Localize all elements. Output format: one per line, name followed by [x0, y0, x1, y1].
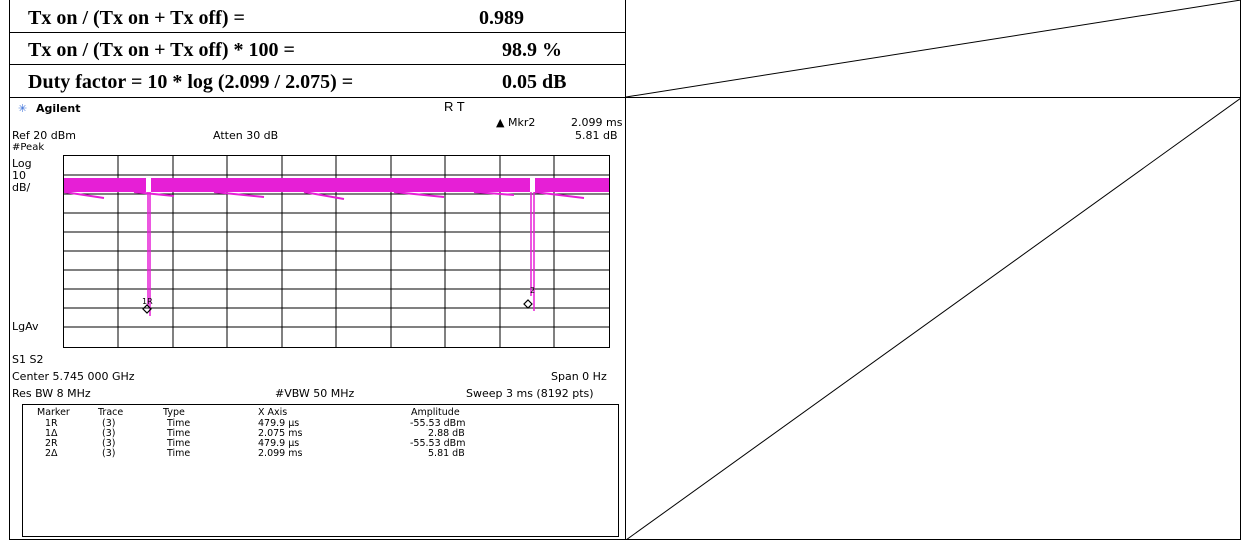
calc-value-duty: 0.05 dB — [502, 71, 567, 93]
calc-value-ratio: 0.989 — [479, 7, 524, 29]
calc-label-duty: Duty factor = 10 * log (2.099 / 2.075) = — [28, 71, 354, 93]
trace-state: S1 S2 — [12, 353, 44, 366]
marker-table: Marker Trace Type X Axis Amplitude 1R (3… — [22, 404, 619, 537]
row1-x: 479.9 µs — [258, 418, 300, 429]
calc-value-percent: 98.9 % — [502, 39, 562, 61]
row1-amplitude: -55.53 dBm — [410, 418, 466, 429]
row2-x: 2.075 ms — [258, 428, 303, 439]
row4-trace: (3) — [102, 448, 116, 459]
row4-amplitude: 5.81 dB — [428, 448, 465, 459]
marker2-label: 2 — [530, 286, 535, 295]
calc-label-ratio: Tx on / (Tx on + Tx off) = — [28, 7, 245, 29]
trace-plot: 1R 2 — [64, 156, 609, 347]
marker-readout-label: ▲ Mkr2 — [496, 116, 536, 129]
marker-readout-time: 2.099 ms — [571, 116, 623, 129]
agilent-logo-icon: ✳ — [18, 102, 28, 115]
resolution-bandwidth: Res BW 8 MHz — [12, 387, 91, 400]
row2-type: Time — [167, 428, 191, 439]
marker1-diamond-icon — [142, 304, 152, 314]
spectrum-analyzer-display: ✳ Agilent R T ▲ Mkr2 2.099 ms 5.81 dB Re… — [10, 98, 625, 540]
calc-divider-1 — [9, 32, 625, 33]
row1-trace: (3) — [102, 418, 116, 429]
row1-type: Time — [167, 418, 191, 429]
marker1-label: 1R — [142, 297, 153, 306]
sweep-time: Sweep 3 ms (8192 pts) — [466, 387, 594, 400]
brand-label: Agilent — [36, 102, 81, 115]
header-type: Type — [163, 407, 185, 418]
column-divider — [625, 0, 626, 540]
row1-marker: 1R — [45, 418, 58, 429]
row2-trace: (3) — [102, 428, 116, 439]
row3-type: Time — [167, 438, 191, 449]
row4-type: Time — [167, 448, 191, 459]
empty-cell-strike-top — [626, 0, 1241, 97]
header-amplitude: Amplitude — [411, 407, 460, 418]
row3-x: 479.9 µs — [258, 438, 300, 449]
span: Span 0 Hz — [551, 370, 607, 383]
calc-divider-2 — [9, 64, 625, 65]
row3-amplitude: -55.53 dBm — [410, 438, 466, 449]
status-indicator: R T — [444, 99, 465, 114]
header-trace: Trace — [98, 407, 124, 418]
row2-marker: 1Δ — [45, 428, 58, 439]
row3-marker: 2R — [45, 438, 58, 449]
header-x-axis: X Axis — [258, 407, 288, 418]
marker-readout-db: 5.81 dB — [575, 129, 618, 142]
row2-amplitude: 2.88 dB — [428, 428, 465, 439]
avg-type: LgAv — [12, 320, 39, 333]
row4-marker: 2Δ — [45, 448, 58, 459]
row4-x: 2.099 ms — [258, 448, 303, 459]
ref-level: Ref 20 dBm — [12, 129, 77, 142]
row-divider — [9, 97, 1241, 98]
scale-db-per-div: dB/ — [12, 181, 31, 194]
empty-cell-strike-bottom — [626, 98, 1241, 540]
center-frequency: Center 5.745 000 GHz — [12, 370, 135, 383]
row3-trace: (3) — [102, 438, 116, 449]
attenuation: Atten 30 dB — [213, 129, 279, 142]
trace-grid: 1R 2 — [63, 155, 610, 348]
trace-band — [64, 178, 609, 192]
calc-label-percent: Tx on / (Tx on + Tx off) * 100 = — [28, 39, 295, 61]
scale-ten: 10 — [12, 169, 26, 182]
header-marker: Marker — [37, 407, 70, 418]
video-bandwidth: #VBW 50 MHz — [275, 387, 355, 400]
detector-peak: #Peak — [12, 142, 45, 153]
scale-log: Log — [12, 157, 32, 170]
marker2-diamond-icon — [523, 299, 533, 309]
